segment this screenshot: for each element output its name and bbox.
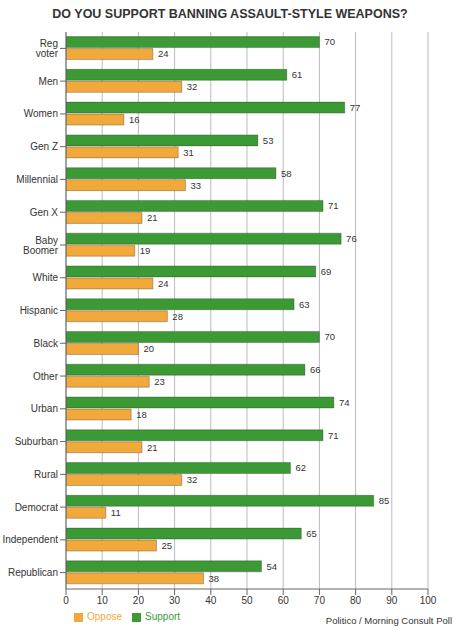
svg-text:77: 77 xyxy=(350,102,361,113)
svg-text:58: 58 xyxy=(281,168,292,179)
svg-text:21: 21 xyxy=(147,442,158,453)
html-text:Politico / Morning Consult Pol: Politico / Morning Consult Poll xyxy=(325,615,452,626)
svg-text:71: 71 xyxy=(328,430,339,441)
svg-text:90: 90 xyxy=(386,595,398,606)
svg-text:Millennial: Millennial xyxy=(16,174,58,185)
svg-text:16: 16 xyxy=(129,114,140,125)
svg-text:Black: Black xyxy=(34,338,59,349)
svg-text:60: 60 xyxy=(278,595,290,606)
svg-text:21: 21 xyxy=(147,212,158,223)
svg-text:38: 38 xyxy=(209,573,220,584)
svg-text:76: 76 xyxy=(346,233,357,244)
svg-text:0: 0 xyxy=(63,595,69,606)
svg-text:25: 25 xyxy=(162,540,173,551)
svg-text:70: 70 xyxy=(314,595,326,606)
svg-text:White: White xyxy=(32,272,58,283)
svg-text:53: 53 xyxy=(263,135,274,146)
html-text:DO YOU SUPPORT BANNING ASSAULT: DO YOU SUPPORT BANNING ASSAULT-STYLE WEA… xyxy=(52,7,408,21)
svg-text:40: 40 xyxy=(205,595,217,606)
svg-text:80: 80 xyxy=(350,595,362,606)
svg-text:100: 100 xyxy=(420,595,437,606)
svg-text:54: 54 xyxy=(266,561,277,572)
svg-text:Suburban: Suburban xyxy=(15,436,58,447)
svg-text:24: 24 xyxy=(158,278,169,289)
svg-text:62: 62 xyxy=(295,462,306,473)
svg-text:BabyBoomer: BabyBoomer xyxy=(23,235,59,256)
svg-text:65: 65 xyxy=(306,528,317,539)
svg-text:Gen Z: Gen Z xyxy=(30,141,58,152)
svg-text:Gen X: Gen X xyxy=(30,207,59,218)
svg-text:Other: Other xyxy=(33,371,59,382)
svg-text:28: 28 xyxy=(172,311,183,322)
svg-text:Urban: Urban xyxy=(31,403,58,414)
svg-text:Men: Men xyxy=(39,76,58,87)
svg-text:Democrat: Democrat xyxy=(15,502,59,513)
svg-text:18: 18 xyxy=(136,409,147,420)
svg-text:23: 23 xyxy=(154,376,165,387)
svg-text:61: 61 xyxy=(292,69,303,80)
svg-text:33: 33 xyxy=(190,180,201,191)
svg-text:32: 32 xyxy=(187,474,198,485)
svg-text:50: 50 xyxy=(241,595,253,606)
svg-text:66: 66 xyxy=(310,364,321,375)
svg-text:63: 63 xyxy=(299,299,310,310)
html-text:Oppose: Oppose xyxy=(87,611,122,622)
svg-text:Independent: Independent xyxy=(8,534,58,545)
svg-text:70: 70 xyxy=(324,36,335,47)
svg-text:32: 32 xyxy=(187,81,198,92)
svg-text:10: 10 xyxy=(97,595,109,606)
svg-text:Rural: Rural xyxy=(34,469,58,480)
html-text:Support: Support xyxy=(145,611,181,622)
svg-text:31: 31 xyxy=(183,147,194,158)
svg-text:Regvoter: Regvoter xyxy=(36,38,59,59)
svg-text:Women: Women xyxy=(24,108,58,119)
svg-text:70: 70 xyxy=(324,331,335,342)
svg-text:20: 20 xyxy=(133,595,145,606)
svg-text:85: 85 xyxy=(379,495,390,506)
svg-text:30: 30 xyxy=(169,595,181,606)
svg-text:11: 11 xyxy=(111,507,121,518)
svg-text:20: 20 xyxy=(143,343,154,354)
svg-text:Hispanic: Hispanic xyxy=(20,305,58,316)
svg-text:Republican: Republican xyxy=(8,567,58,578)
svg-text:24: 24 xyxy=(158,48,169,59)
svg-text:19: 19 xyxy=(140,245,151,256)
svg-text:71: 71 xyxy=(328,200,339,211)
svg-text:69: 69 xyxy=(321,266,332,277)
svg-text:74: 74 xyxy=(339,397,350,408)
